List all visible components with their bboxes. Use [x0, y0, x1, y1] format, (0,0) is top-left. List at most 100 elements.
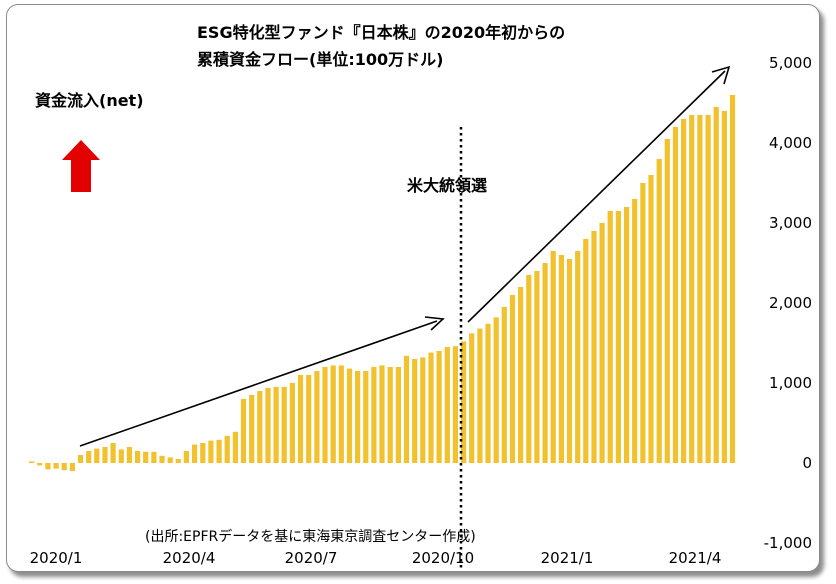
bar — [175, 459, 181, 463]
bar — [599, 223, 605, 463]
bar — [200, 443, 206, 463]
bar — [224, 435, 230, 463]
chart-svg: ESG特化型ファンド『日本株』の2020年初からの 累積資金フロー(単位:100… — [29, 23, 812, 571]
bar — [729, 95, 736, 463]
bar — [314, 371, 320, 463]
bar — [53, 463, 59, 469]
bar — [664, 139, 670, 463]
bar — [575, 251, 581, 463]
bar — [297, 375, 304, 463]
bar — [151, 451, 157, 463]
bar — [86, 451, 92, 463]
y-tick-label: 5,000 — [769, 54, 812, 72]
bar — [485, 323, 491, 463]
bar — [672, 127, 679, 463]
bar — [550, 251, 556, 463]
bar — [591, 231, 597, 463]
bar — [461, 341, 467, 463]
bar — [29, 461, 35, 463]
x-tick-label: 2020/4 — [163, 549, 216, 567]
bar — [412, 359, 418, 463]
y-tick-label: 2,000 — [769, 294, 812, 312]
bar — [640, 183, 646, 463]
bar-series — [29, 95, 736, 471]
bar — [232, 431, 238, 463]
bar — [355, 371, 361, 463]
chart-title-line1: ESG特化型ファンド『日本株』の2020年初からの — [197, 23, 565, 42]
bar — [607, 211, 613, 463]
bar — [330, 365, 336, 463]
bar — [501, 307, 507, 463]
bar — [526, 275, 532, 463]
y-tick-label: 1,000 — [769, 374, 812, 392]
bar — [632, 199, 638, 463]
bar — [306, 375, 312, 463]
bar — [469, 333, 475, 463]
trend-arrow-2 — [467, 65, 731, 323]
bar — [371, 367, 377, 463]
bar — [208, 440, 214, 463]
bar — [192, 444, 198, 463]
bar — [102, 447, 108, 463]
bar — [338, 365, 344, 463]
bar — [110, 443, 116, 463]
y-axis-ticks: 5,000 4,000 3,000 2,000 1,000 0 -1,000 — [764, 54, 812, 552]
bar — [159, 455, 165, 463]
bar — [721, 111, 727, 463]
bar — [135, 451, 141, 463]
y-tick-label: 4,000 — [769, 134, 812, 152]
bar — [273, 387, 279, 463]
x-tick-label: 2020/1 — [30, 549, 83, 567]
bar — [558, 255, 564, 463]
bar — [713, 107, 719, 463]
chart-frame: ESG特化型ファンド『日本株』の2020年初からの 累積資金フロー(単位:100… — [6, 4, 820, 572]
bar — [289, 383, 295, 463]
bar — [403, 355, 410, 463]
bar — [387, 367, 393, 463]
bar — [69, 463, 75, 471]
bar — [420, 357, 426, 463]
chart-title-line2: 累積資金フロー(単位:100万ドル) — [197, 50, 443, 69]
bar — [436, 351, 442, 463]
bar — [697, 115, 703, 463]
bar — [240, 399, 247, 463]
event-label: 米大統領選 — [407, 176, 487, 195]
bar — [566, 259, 573, 463]
bar — [534, 271, 540, 463]
y-tick-label: 0 — [802, 454, 812, 472]
bar — [77, 455, 84, 463]
bar — [395, 367, 401, 463]
x-axis-ticks: 2020/1 2020/4 2020/7 2020/10 2021/1 2021/4 — [30, 549, 722, 567]
bar — [257, 391, 263, 463]
inflow-up-arrow-icon — [62, 140, 100, 192]
bar — [428, 352, 434, 463]
x-tick-label: 2020/10 — [412, 549, 474, 567]
bar — [648, 175, 654, 463]
bar — [265, 387, 271, 463]
bar — [94, 448, 100, 463]
bar — [126, 447, 132, 463]
bar — [518, 287, 524, 463]
bar — [656, 159, 662, 463]
bar — [493, 317, 499, 463]
bar — [281, 387, 287, 463]
trend-arrow-1 — [79, 316, 445, 447]
bar — [583, 239, 589, 463]
bar — [509, 295, 516, 463]
bar — [61, 463, 67, 471]
bar — [477, 328, 483, 463]
bar — [689, 115, 695, 463]
bar — [167, 457, 173, 463]
bar — [444, 347, 450, 463]
bar — [45, 463, 51, 470]
bar — [37, 463, 43, 466]
bar — [615, 211, 621, 463]
bar — [379, 365, 385, 463]
bar — [322, 367, 328, 463]
bar — [346, 368, 353, 463]
bar — [542, 263, 548, 463]
bar — [118, 449, 124, 463]
bar — [249, 395, 255, 463]
bar — [183, 451, 189, 463]
inflow-label: 資金流入(net) — [35, 91, 144, 110]
